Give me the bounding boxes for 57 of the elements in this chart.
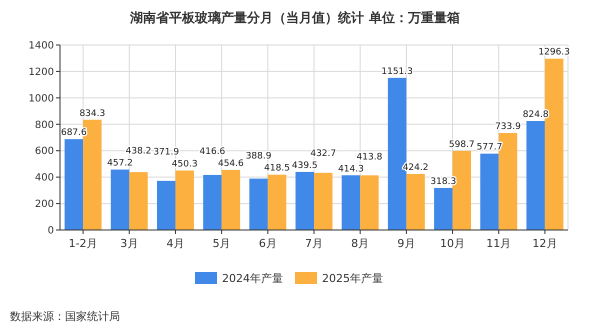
bar bbox=[156, 180, 176, 230]
data-label: 439.5 bbox=[292, 160, 318, 171]
y-tick-label: 1000 bbox=[28, 93, 54, 104]
bar bbox=[342, 175, 360, 230]
bar bbox=[129, 172, 148, 230]
x-tick-label: 1-2月 bbox=[68, 237, 98, 250]
data-label: 454.6 bbox=[218, 158, 244, 169]
x-tick-label: 4月 bbox=[166, 237, 184, 250]
y-tick-label: 1200 bbox=[28, 66, 54, 78]
data-label: 413.8 bbox=[356, 152, 383, 162]
data-label: 450.3 bbox=[172, 159, 198, 170]
bar bbox=[314, 172, 332, 230]
x-tick-label: 11月 bbox=[486, 237, 512, 250]
data-label: 1296.3 bbox=[538, 48, 570, 58]
data-label: 1151.3 bbox=[381, 66, 413, 77]
y-tick-label: 1400 bbox=[28, 40, 54, 52]
data-label: 414.3 bbox=[338, 164, 364, 174]
data-label: 371.9 bbox=[153, 147, 180, 158]
bar bbox=[360, 175, 379, 230]
x-tick-label: 6月 bbox=[258, 237, 277, 250]
x-tick-label: 3月 bbox=[120, 237, 138, 250]
data-label: 432.7 bbox=[310, 148, 336, 159]
bar bbox=[249, 178, 268, 230]
x-tick-label: 8月 bbox=[351, 237, 370, 250]
data-label: 416.6 bbox=[200, 146, 226, 157]
source-note: 数据来源：国家统计局 bbox=[10, 310, 120, 323]
data-label: 457.2 bbox=[107, 158, 133, 169]
legend-label: 2025年产量 bbox=[322, 272, 383, 285]
y-tick-label: 0 bbox=[48, 226, 54, 236]
data-label: 834.3 bbox=[79, 108, 106, 119]
y-tick-label: 200 bbox=[34, 199, 54, 210]
chart-title: 湖南省平板玻璃产量分月（当月值）统计 单位：万重量箱 bbox=[129, 10, 460, 26]
bar bbox=[480, 154, 499, 230]
data-label: 598.7 bbox=[448, 140, 475, 150]
bar bbox=[526, 121, 545, 230]
y-tick-label: 800 bbox=[34, 120, 54, 131]
y-tick-label: 600 bbox=[34, 146, 54, 158]
legend-label: 2024年产量 bbox=[222, 272, 283, 285]
data-label: 438.2 bbox=[126, 146, 152, 157]
data-label: 733.9 bbox=[495, 122, 522, 132]
bar bbox=[296, 172, 314, 230]
bar bbox=[203, 174, 222, 230]
y-tick-label: 400 bbox=[34, 172, 54, 184]
bar bbox=[268, 174, 286, 230]
bar bbox=[406, 174, 425, 230]
bar bbox=[110, 170, 130, 230]
data-label: 388.9 bbox=[246, 152, 272, 162]
x-tick-label: 7月 bbox=[305, 237, 323, 250]
x-tick-label: 5月 bbox=[212, 237, 231, 250]
x-tick-label: 9月 bbox=[397, 237, 416, 250]
x-tick-label: 12月 bbox=[532, 237, 558, 250]
x-tick-label: 10月 bbox=[440, 237, 466, 250]
bar bbox=[434, 188, 453, 230]
bar bbox=[175, 170, 194, 230]
bar bbox=[222, 170, 240, 230]
data-label: 418.5 bbox=[264, 164, 290, 174]
bar bbox=[64, 139, 84, 230]
